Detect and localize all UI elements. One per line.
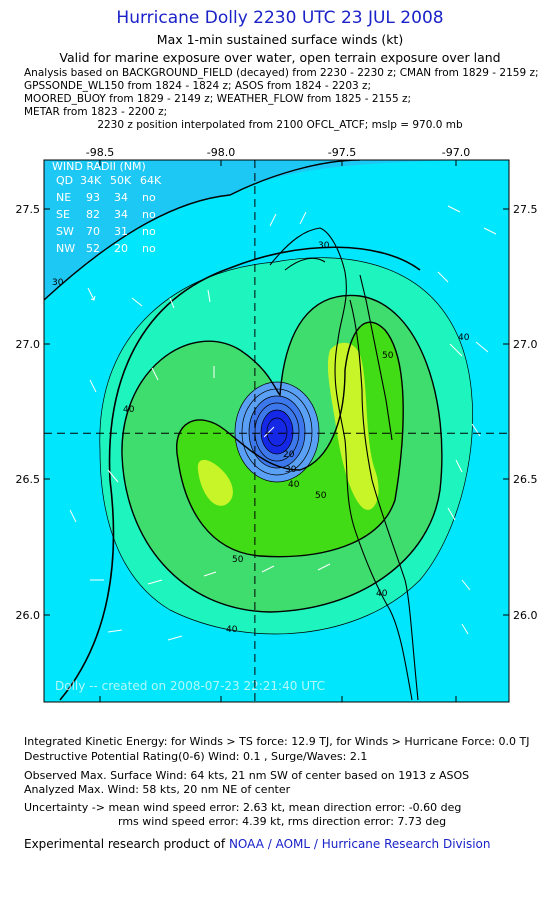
wind-radii-cell: 34 <box>114 191 128 204</box>
contour-label: 50 <box>382 351 394 361</box>
hrd-link[interactable]: NOAA / AOML / Hurricane Research Divisio… <box>228 837 491 851</box>
ike-line: Integrated Kinetic Energy: for Winds > T… <box>24 735 530 748</box>
contour-label: 20 <box>283 450 295 460</box>
watermark: Dolly -- created on 2008-07-23 22:21:40 … <box>55 679 325 693</box>
lon-tick-label: -97.5 <box>328 708 356 710</box>
lon-tick-label: -98.0 <box>207 708 235 710</box>
credit-line: Experimental research product of NOAA / … <box>24 837 491 851</box>
wind-radii-cell: 20 <box>114 242 128 255</box>
contour-label: 30 <box>318 241 330 251</box>
analysis-line: MOORED_BUOY from 1829 - 2149 z; WEATHER_… <box>24 93 412 105</box>
wind-radii-cell: no <box>142 242 156 255</box>
wind-radii-cell: 93 <box>86 191 100 204</box>
wind-radii-cell: 82 <box>86 208 100 221</box>
lon-tick-label: -98.5 <box>86 708 114 710</box>
wind-radii-table: WIND RADII (NM) QD 34K 50K 64K NE 93 34 … <box>52 160 162 255</box>
wind-radii-header: 34K <box>80 174 102 187</box>
wind-radii-cell: SE <box>56 208 70 221</box>
contour-label: 50 <box>315 491 327 501</box>
wind-radii-cell: 70 <box>86 225 100 238</box>
analysis-line: METAR from 1823 - 2200 z; <box>24 106 168 118</box>
wind-field-map: 30 30 40 40 40 40 50 50 50 20 30 40 WIND… <box>16 146 538 710</box>
dpr-line: Destructive Potential Rating(0-6) Wind: … <box>24 750 368 763</box>
lat-tick-label: 27.5 <box>16 203 41 216</box>
lat-tick-label: 26.5 <box>16 473 41 486</box>
wind-radii-header: QD <box>56 174 73 187</box>
analysis-line: Analysis based on BACKGROUND_FIELD (deca… <box>24 67 539 79</box>
uncertainty-line-1: Uncertainty -> mean wind speed error: 2.… <box>24 801 462 814</box>
wind-band-gt60 <box>197 459 233 506</box>
wind-radii-cell: NW <box>56 242 75 255</box>
wind-radii-cell: no <box>142 225 156 238</box>
eye-core <box>261 410 293 454</box>
uncertainty-line-2: rms wind speed error: 4.39 kt, rms direc… <box>118 815 447 828</box>
wind-radii-cell: SW <box>56 225 74 238</box>
wind-field-plot: 30 30 40 40 40 40 50 50 50 20 30 40 WIND… <box>44 160 509 702</box>
wind-radii-cell: no <box>142 208 156 221</box>
contour-label: 40 <box>458 333 470 343</box>
wind-radii-cell: 31 <box>114 225 128 238</box>
exposure-note: Valid for marine exposure over water, op… <box>59 50 501 65</box>
axis-ticks <box>44 160 509 702</box>
contour-label: 30 <box>52 278 64 288</box>
wind-radii-cell: 34 <box>114 208 128 221</box>
wind-radii-cell: 52 <box>86 242 100 255</box>
lat-tick-label: 27.0 <box>513 338 538 351</box>
wind-band-gt60 <box>327 342 379 510</box>
wind-vectors <box>69 205 497 641</box>
isotachs <box>44 160 473 701</box>
contour-label: 40 <box>123 405 135 415</box>
wind-radii-header: 50K <box>110 174 132 187</box>
lon-tick-label: -98.0 <box>207 146 235 159</box>
lat-tick-label: 26.5 <box>513 473 538 486</box>
map-title: Hurricane Dolly 2230 UTC 23 JUL 2008 <box>116 8 444 28</box>
wind-radii-header: 64K <box>140 174 162 187</box>
lat-tick-label: 27.5 <box>513 203 538 216</box>
coastline <box>269 227 419 701</box>
lon-tick-label: -97.0 <box>442 146 470 159</box>
credit-prefix: Experimental research product of <box>24 837 226 851</box>
lon-tick-label: -97.5 <box>328 146 356 159</box>
position-note: 2230 z position interpolated from 2100 O… <box>97 119 463 131</box>
plot-frame <box>43 159 510 703</box>
contour-label: 40 <box>288 480 300 490</box>
observed-max-wind: Observed Max. Surface Wind: 64 kts, 21 n… <box>24 769 470 782</box>
analysis-line: GPSSONDE_WL150 from 1824 - 1824 z; ASOS … <box>24 80 372 92</box>
map-subtitle: Max 1-min sustained surface winds (kt) <box>156 32 404 47</box>
contour-label: 40 <box>376 589 388 599</box>
contour-label: 40 <box>226 625 238 635</box>
contour-label: 50 <box>232 555 244 565</box>
wind-radii-cell: no <box>142 191 156 204</box>
lon-tick-label: -97.0 <box>442 708 470 710</box>
lat-tick-label: 27.0 <box>16 338 41 351</box>
lat-tick-label: 26.0 <box>513 609 538 622</box>
lon-tick-label: -98.5 <box>86 146 114 159</box>
analyzed-max-wind: Analyzed Max. Wind: 58 kts, 20 nm NE of … <box>24 783 291 796</box>
contour-label: 30 <box>285 465 297 475</box>
wind-radii-title: WIND RADII (NM) <box>52 160 146 173</box>
wind-radii-cell: NE <box>56 191 71 204</box>
lat-tick-label: 26.0 <box>16 609 41 622</box>
